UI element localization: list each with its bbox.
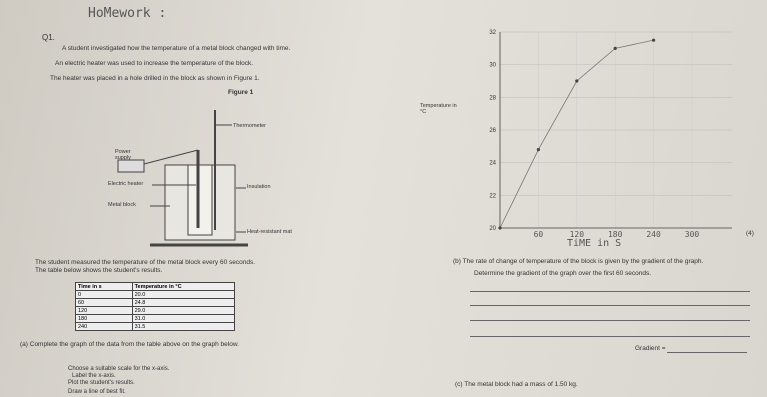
answer-line	[470, 336, 750, 337]
instruction: Plot the student's results.	[68, 380, 135, 386]
figure-label: Electric heater	[108, 181, 144, 187]
table-row: 240 31.5	[75, 322, 236, 331]
figure-label: Power supply	[115, 149, 131, 161]
y-tick-label: 24	[489, 161, 496, 167]
figure-label: Thermometer	[233, 123, 267, 129]
part-a: (a) Complete the graph of the data from …	[20, 341, 239, 348]
y-tick-label: 22	[489, 193, 496, 199]
y-axis-label: Temperature in °C	[420, 103, 457, 115]
answer-line	[470, 291, 750, 292]
figure-caption: Figure 1	[228, 89, 254, 96]
table-cell: 29.0	[131, 306, 236, 315]
figure-label: Metal block	[108, 202, 136, 208]
data-point	[498, 226, 502, 230]
table-row: 120 29.0	[75, 306, 236, 315]
graph: 20 22 24 26 28 30 32 60 120 180 240 300	[489, 30, 732, 239]
part-b-question: Determine the gradient of the graph over…	[474, 270, 652, 277]
instruction: Draw a line of best fit.	[68, 389, 126, 395]
y-tick-label: 26	[489, 128, 496, 134]
y-tick-label: 32	[489, 30, 496, 36]
x-tick-label: 240	[646, 230, 661, 239]
figure-label: Insulation	[247, 184, 271, 190]
x-axis-label: TiME in S	[567, 238, 622, 249]
table-cell: 20.0	[131, 290, 236, 299]
instruction: Choose a suitable scale for the x-axis.	[68, 366, 170, 372]
x-tick-label: 300	[685, 230, 700, 239]
table-cell: 31.0	[131, 314, 236, 323]
part-c: (c) The metal block had a mass of 1.50 k…	[455, 381, 578, 388]
instruction: Label the x-axis.	[72, 373, 116, 379]
answer-line	[470, 320, 750, 321]
table-header: Temperature in °C	[131, 282, 236, 291]
question-number: Q1.	[42, 33, 55, 42]
answer-line	[667, 352, 747, 353]
y-tick-label: 20	[489, 226, 496, 232]
data-point	[575, 79, 579, 83]
figure-label: Heat-resistant mat	[247, 229, 292, 235]
x-tick-label: 60	[534, 230, 544, 239]
table-cell: 24.8	[131, 298, 236, 307]
answer-prompt: Gradient =	[635, 345, 666, 352]
table-row: 180 31.0	[75, 314, 236, 323]
table-row: 60 24.8	[75, 298, 236, 307]
intro-line: An electric heater was used to increase …	[55, 60, 253, 67]
apparatus-diagram	[117, 110, 248, 247]
data-point	[613, 46, 617, 50]
table-cell: 60	[75, 298, 133, 307]
part-b: (b) The rate of change of temperature of…	[453, 258, 704, 265]
y-tick-label: 30	[489, 63, 496, 69]
intro-line: The heater was placed in a hole drilled …	[50, 75, 260, 82]
intro-line: A student investigated how the temperatu…	[62, 45, 291, 52]
x-tick-label: 120	[570, 230, 585, 239]
data-point	[536, 148, 541, 152]
table-header: Time in s	[75, 282, 133, 291]
x-tick-label: 180	[608, 230, 623, 239]
heading: HoMework :	[88, 6, 167, 21]
table-cell: 240	[75, 322, 133, 331]
body-text: The student measured the temperature of …	[35, 259, 256, 266]
data-point	[652, 38, 656, 42]
table-cell: 120	[75, 306, 133, 315]
y-tick-label: 28	[489, 95, 496, 101]
answer-line	[470, 305, 750, 306]
results-table: Time in s Temperature in °C 0 20.0 60 24.8 1…	[75, 282, 236, 331]
marks: (4)	[746, 230, 754, 237]
table-row: 0 20.0	[75, 290, 236, 299]
table-cell: 180	[75, 314, 133, 323]
body-text: The table below shows the student's resu…	[35, 267, 163, 274]
table-cell: 0	[75, 290, 133, 299]
table-cell: 31.5	[131, 322, 236, 331]
